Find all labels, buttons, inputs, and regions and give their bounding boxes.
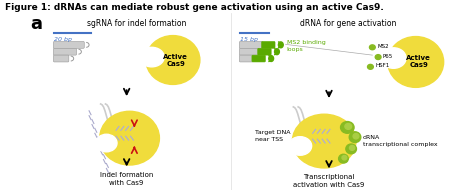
Ellipse shape: [342, 156, 347, 160]
Ellipse shape: [349, 146, 355, 150]
FancyBboxPatch shape: [54, 41, 84, 48]
Ellipse shape: [353, 134, 359, 139]
FancyBboxPatch shape: [258, 48, 271, 55]
FancyBboxPatch shape: [54, 55, 69, 62]
Ellipse shape: [369, 45, 375, 50]
Ellipse shape: [278, 42, 283, 48]
Text: 15 bp: 15 bp: [240, 36, 258, 41]
Ellipse shape: [96, 134, 117, 152]
Text: Transcriptional
activation with Cas9: Transcriptional activation with Cas9: [293, 174, 365, 188]
Ellipse shape: [340, 122, 354, 133]
Ellipse shape: [274, 49, 279, 55]
Ellipse shape: [289, 137, 311, 155]
Ellipse shape: [345, 124, 352, 129]
Ellipse shape: [367, 64, 374, 69]
Text: sgRNA for indel formation: sgRNA for indel formation: [87, 19, 186, 28]
Text: dRNA for gene activation: dRNA for gene activation: [300, 19, 396, 28]
Text: P65: P65: [383, 54, 393, 59]
Ellipse shape: [349, 132, 361, 143]
Text: dRNA
transcriptional complex: dRNA transcriptional complex: [363, 135, 438, 147]
Text: HSF1: HSF1: [375, 63, 390, 68]
Ellipse shape: [292, 114, 356, 168]
Text: MS2 binding
loops: MS2 binding loops: [287, 41, 325, 52]
Text: Active
Cas9: Active Cas9: [164, 53, 188, 67]
Ellipse shape: [346, 144, 356, 154]
Ellipse shape: [139, 47, 164, 67]
Ellipse shape: [388, 36, 444, 87]
FancyBboxPatch shape: [252, 55, 265, 62]
Text: 20 bp: 20 bp: [55, 36, 73, 41]
FancyBboxPatch shape: [239, 48, 259, 55]
Text: Figure 1: dRNAs can mediate robust gene activation using an active Cas9.: Figure 1: dRNAs can mediate robust gene …: [5, 3, 384, 12]
Text: Indel formation
with Cas9: Indel formation with Cas9: [100, 172, 153, 186]
Ellipse shape: [338, 154, 348, 163]
Text: Target DNA
near TSS: Target DNA near TSS: [255, 130, 290, 142]
Ellipse shape: [100, 111, 159, 165]
FancyBboxPatch shape: [54, 48, 76, 55]
Ellipse shape: [269, 56, 273, 61]
Text: MS2: MS2: [377, 44, 389, 49]
FancyBboxPatch shape: [262, 41, 275, 48]
Ellipse shape: [146, 36, 200, 84]
Ellipse shape: [381, 48, 406, 68]
FancyBboxPatch shape: [239, 55, 253, 62]
FancyBboxPatch shape: [239, 41, 263, 48]
Text: a: a: [30, 15, 42, 33]
Ellipse shape: [375, 55, 381, 59]
Text: Active
Cas9: Active Cas9: [406, 55, 431, 69]
